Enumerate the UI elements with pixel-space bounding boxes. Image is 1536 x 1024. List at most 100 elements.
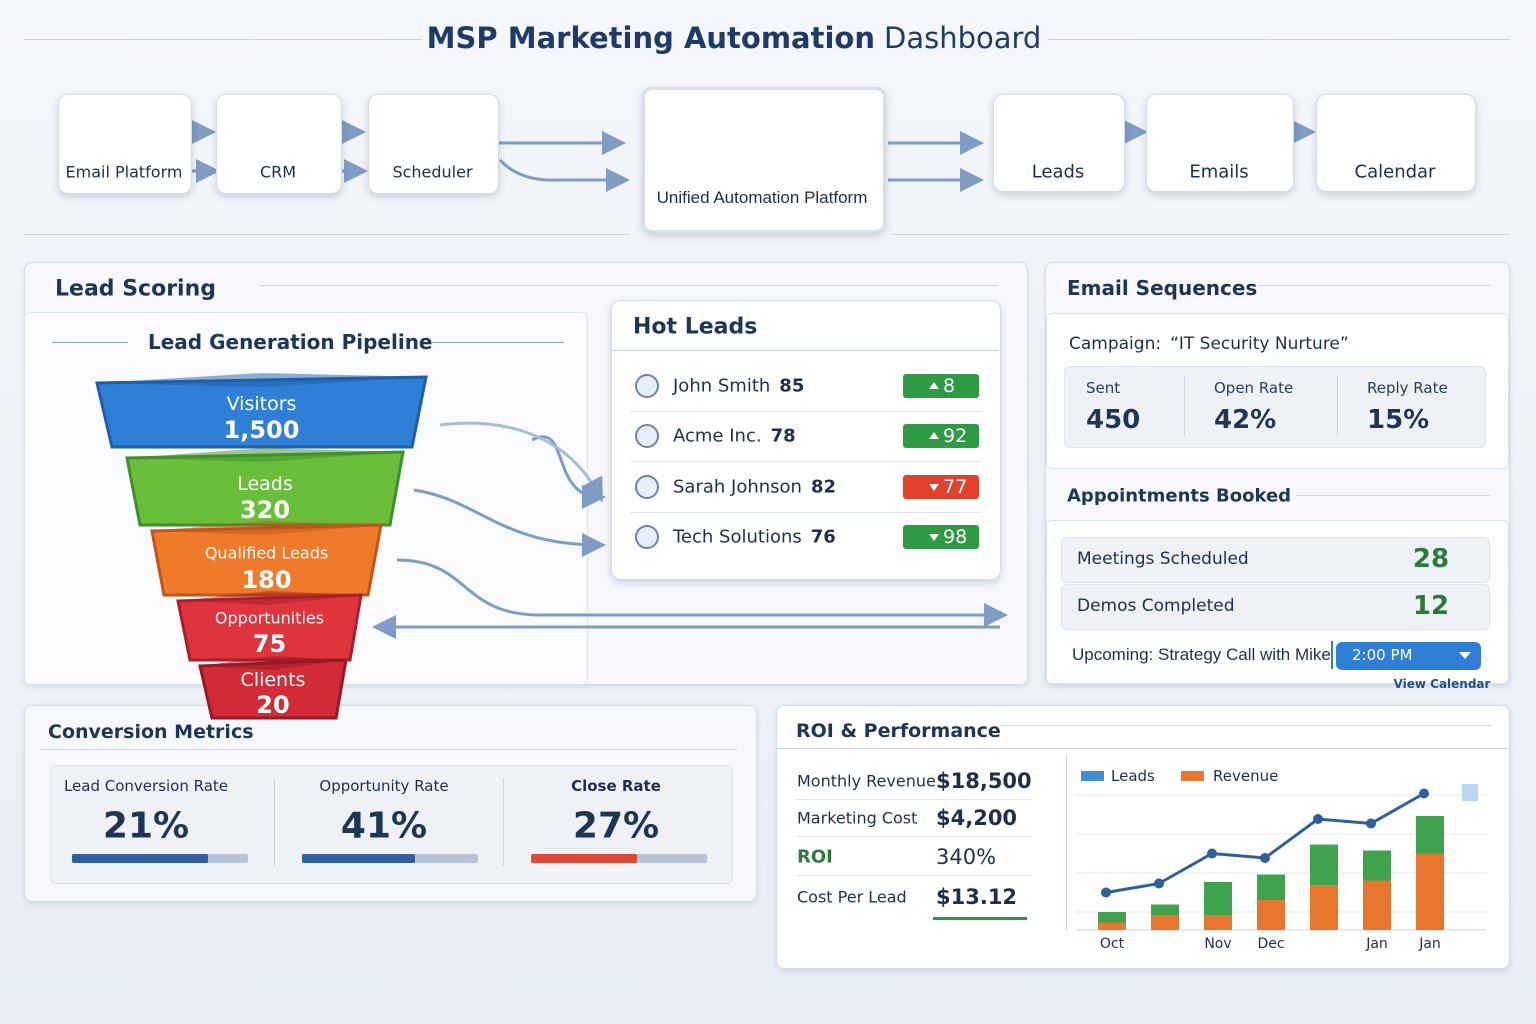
link[interactable]: View Calendar xyxy=(1393,677,1491,691)
roi-value: $4,200 xyxy=(936,806,1018,830)
row-icon xyxy=(635,525,659,549)
metric-value: 27% xyxy=(572,805,660,847)
bar xyxy=(1204,915,1232,930)
bar xyxy=(1416,853,1444,930)
title-bold: MSP Marketing Automation xyxy=(426,21,875,55)
lead-row: Tech Solutions 76 xyxy=(673,527,836,548)
metric-divider xyxy=(503,778,504,866)
row-box xyxy=(1061,584,1490,630)
stage-label: Clients xyxy=(240,669,306,691)
row-divider xyxy=(796,875,1032,876)
bar xyxy=(1257,874,1285,900)
lead-row: Acme Inc. 78 xyxy=(673,426,796,447)
stat-value: 42% xyxy=(1214,405,1277,435)
flow-box xyxy=(1316,94,1476,192)
stage-label: Opportunities xyxy=(214,608,325,628)
legend-marker xyxy=(1462,784,1478,801)
arrows xyxy=(192,120,1316,639)
stat-value: 15% xyxy=(1367,405,1430,435)
metric-label: Opportunity Rate xyxy=(319,777,449,795)
metric-label: Lead Conversion Rate xyxy=(63,777,229,795)
divider xyxy=(1000,725,1492,726)
title: MSP Marketing Automation Dashboard xyxy=(427,21,1042,55)
x-tick-label: Dec xyxy=(1257,936,1285,952)
row-divider xyxy=(796,799,1032,800)
bar xyxy=(1098,922,1126,930)
legend-swatch xyxy=(1181,771,1204,781)
stat-label: Sent xyxy=(1086,379,1121,397)
divider xyxy=(612,350,998,351)
divider xyxy=(892,234,1510,235)
bar xyxy=(1257,900,1285,930)
trend-arrow xyxy=(929,534,939,541)
roi-label: ROI xyxy=(797,846,833,868)
campaign-label: Campaign: xyxy=(1069,334,1162,354)
flow-box xyxy=(216,94,342,194)
panel-title: Lead Scoring xyxy=(55,276,216,302)
badge-value: 92 xyxy=(943,425,968,447)
upcoming: Upcoming: Strategy Call with Mike xyxy=(1072,645,1331,664)
dropdown-caret xyxy=(1459,652,1471,659)
bar xyxy=(1151,904,1179,915)
flow-box xyxy=(368,94,499,194)
score-badge: 98 xyxy=(903,525,979,549)
stage-value: 75 xyxy=(252,630,287,658)
roi-value: $13.12 xyxy=(936,885,1018,909)
progress-fill xyxy=(72,854,208,863)
divider xyxy=(52,342,128,343)
divider xyxy=(1296,495,1490,496)
metrics-box xyxy=(50,765,733,884)
lead-score: 76 xyxy=(810,526,836,548)
divider xyxy=(432,342,564,343)
time-dropdown[interactable] xyxy=(1336,642,1481,670)
line-point xyxy=(1366,818,1376,829)
appt-value: 28 xyxy=(1412,544,1450,574)
trend-arrow xyxy=(929,432,939,439)
bar xyxy=(1363,880,1391,930)
x-tick-label: Oct xyxy=(1099,936,1125,952)
lead-name: Acme Inc. xyxy=(673,425,762,447)
badge-value: 8 xyxy=(943,375,956,397)
line-point xyxy=(1101,887,1111,898)
line-point xyxy=(1260,853,1270,863)
flow-label: Email Platform xyxy=(65,162,183,182)
appt-value: 12 xyxy=(1412,591,1450,621)
flow-box xyxy=(58,94,192,194)
row-divider xyxy=(630,411,982,412)
flow-box xyxy=(993,94,1125,192)
section-title: Appointments Booked xyxy=(1067,485,1292,507)
flow-label: Scheduler xyxy=(392,162,473,182)
score-badge: 77 xyxy=(903,475,979,499)
line-point xyxy=(1207,848,1217,859)
stat-divider xyxy=(1337,376,1338,436)
stage-value: 320 xyxy=(239,496,291,524)
stage-value: 1,500 xyxy=(223,416,300,444)
appt-label: Demos Completed xyxy=(1077,596,1235,616)
trend-arrow xyxy=(929,382,939,389)
divider xyxy=(1048,39,1510,40)
roi-value: $18,500 xyxy=(936,769,1032,793)
x-tick-label: Jan xyxy=(1419,936,1441,952)
time: 2:00 PM xyxy=(1352,646,1413,664)
bar xyxy=(1416,816,1444,854)
row-divider xyxy=(630,461,982,462)
lead-name: John Smith xyxy=(673,375,771,397)
progress-fill xyxy=(302,854,415,863)
appt-label: Meetings Scheduled xyxy=(1077,549,1249,569)
badge-value: 77 xyxy=(943,476,968,498)
trend-arrow xyxy=(929,484,939,491)
panel-title: Conversion Metrics xyxy=(48,721,254,743)
stat-value: 450 xyxy=(1086,405,1141,435)
stage-label: Qualified Leads xyxy=(204,543,329,563)
row-divider xyxy=(630,512,982,513)
legend-label: Leads xyxy=(1111,767,1155,785)
divider xyxy=(24,234,630,235)
flow-label: Emails xyxy=(1189,161,1249,183)
flow-label: CRM xyxy=(259,162,297,182)
bar xyxy=(1310,885,1338,930)
metric-value: 41% xyxy=(340,805,428,847)
flow-label: Leads xyxy=(1031,161,1085,183)
bar xyxy=(1204,882,1232,915)
